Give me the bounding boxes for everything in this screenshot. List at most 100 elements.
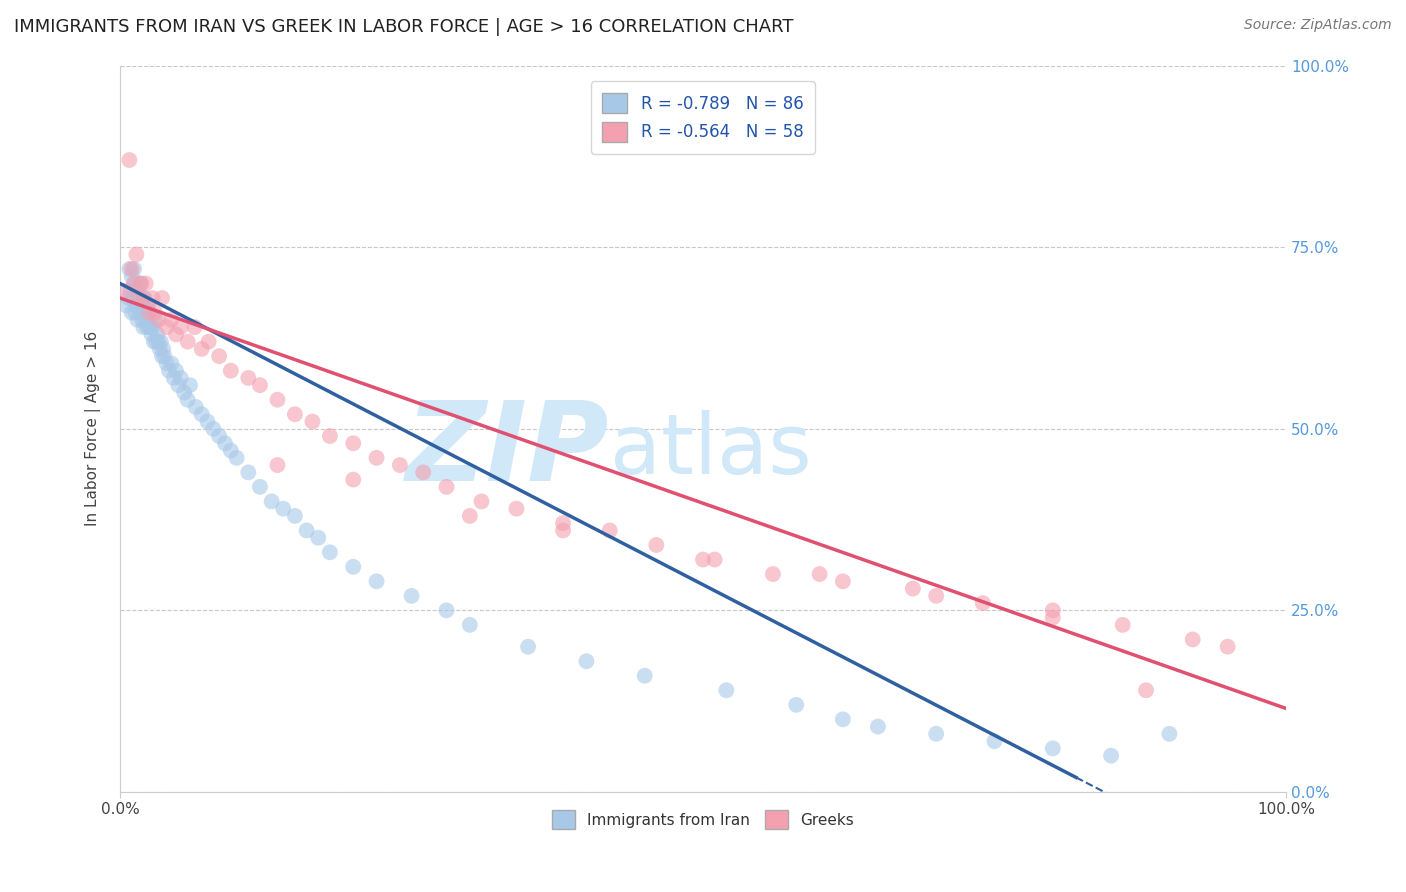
Point — [238, 466, 260, 480]
Point — [1042, 741, 1064, 756]
Point — [1181, 632, 1204, 647]
Point — [1042, 603, 1064, 617]
Point — [165, 364, 187, 378]
Point — [238, 371, 260, 385]
Point — [183, 320, 205, 334]
Point — [925, 727, 948, 741]
Point — [1135, 683, 1157, 698]
Point — [141, 327, 163, 342]
Point — [249, 378, 271, 392]
Point — [176, 392, 198, 407]
Point — [1099, 748, 1122, 763]
Point — [505, 501, 527, 516]
Text: IMMIGRANTS FROM IRAN VS GREEK IN LABOR FORCE | AGE > 16 CORRELATION CHART: IMMIGRANTS FROM IRAN VS GREEK IN LABOR F… — [14, 18, 793, 36]
Point — [136, 313, 159, 327]
Point — [551, 516, 574, 531]
Point — [131, 313, 153, 327]
Point — [190, 407, 212, 421]
Point — [366, 574, 388, 589]
Point — [125, 298, 148, 312]
Point — [135, 298, 157, 312]
Point — [1042, 610, 1064, 624]
Point — [401, 589, 423, 603]
Point — [832, 574, 855, 589]
Point — [692, 552, 714, 566]
Point — [366, 450, 388, 465]
Point — [762, 567, 785, 582]
Point — [176, 334, 198, 349]
Point — [342, 436, 364, 450]
Point — [436, 603, 458, 617]
Point — [412, 466, 434, 480]
Point — [167, 378, 190, 392]
Point — [260, 494, 283, 508]
Point — [266, 392, 288, 407]
Point — [972, 596, 994, 610]
Point — [808, 567, 831, 582]
Point — [136, 298, 159, 312]
Point — [575, 654, 598, 668]
Point — [202, 422, 225, 436]
Point — [266, 458, 288, 472]
Point — [165, 327, 187, 342]
Point — [138, 305, 160, 319]
Point — [122, 277, 145, 291]
Point — [517, 640, 540, 654]
Point — [925, 589, 948, 603]
Point — [142, 320, 165, 334]
Point — [249, 480, 271, 494]
Point — [127, 284, 149, 298]
Point — [170, 371, 193, 385]
Point — [143, 313, 166, 327]
Point — [132, 320, 155, 334]
Point — [271, 501, 294, 516]
Point — [117, 291, 139, 305]
Point — [208, 429, 231, 443]
Point — [284, 508, 307, 523]
Point — [122, 262, 145, 277]
Point — [135, 313, 157, 327]
Point — [121, 305, 143, 319]
Point — [458, 508, 481, 523]
Point — [599, 524, 621, 538]
Point — [157, 364, 180, 378]
Point — [134, 291, 156, 305]
Point — [135, 277, 157, 291]
Point — [301, 415, 323, 429]
Text: ZIP: ZIP — [406, 397, 610, 504]
Point — [129, 291, 152, 305]
Point — [436, 480, 458, 494]
Point — [319, 429, 342, 443]
Point — [145, 334, 167, 349]
Point — [219, 364, 242, 378]
Point — [156, 320, 179, 334]
Point — [132, 298, 155, 312]
Point — [134, 305, 156, 319]
Point — [295, 524, 318, 538]
Point — [152, 342, 174, 356]
Point — [832, 712, 855, 726]
Text: atlas: atlas — [610, 410, 811, 491]
Point — [129, 277, 152, 291]
Point — [170, 320, 193, 334]
Point — [138, 305, 160, 319]
Point — [703, 552, 725, 566]
Point — [160, 356, 183, 370]
Point — [716, 683, 738, 698]
Point — [149, 334, 172, 349]
Point — [197, 334, 219, 349]
Point — [173, 385, 195, 400]
Point — [128, 277, 150, 291]
Point — [124, 305, 146, 319]
Point — [551, 524, 574, 538]
Point — [125, 247, 148, 261]
Point — [458, 618, 481, 632]
Point — [122, 291, 145, 305]
Point — [148, 334, 170, 349]
Point — [150, 349, 173, 363]
Point — [342, 559, 364, 574]
Point — [342, 473, 364, 487]
Point — [219, 443, 242, 458]
Point — [127, 313, 149, 327]
Point — [1159, 727, 1181, 741]
